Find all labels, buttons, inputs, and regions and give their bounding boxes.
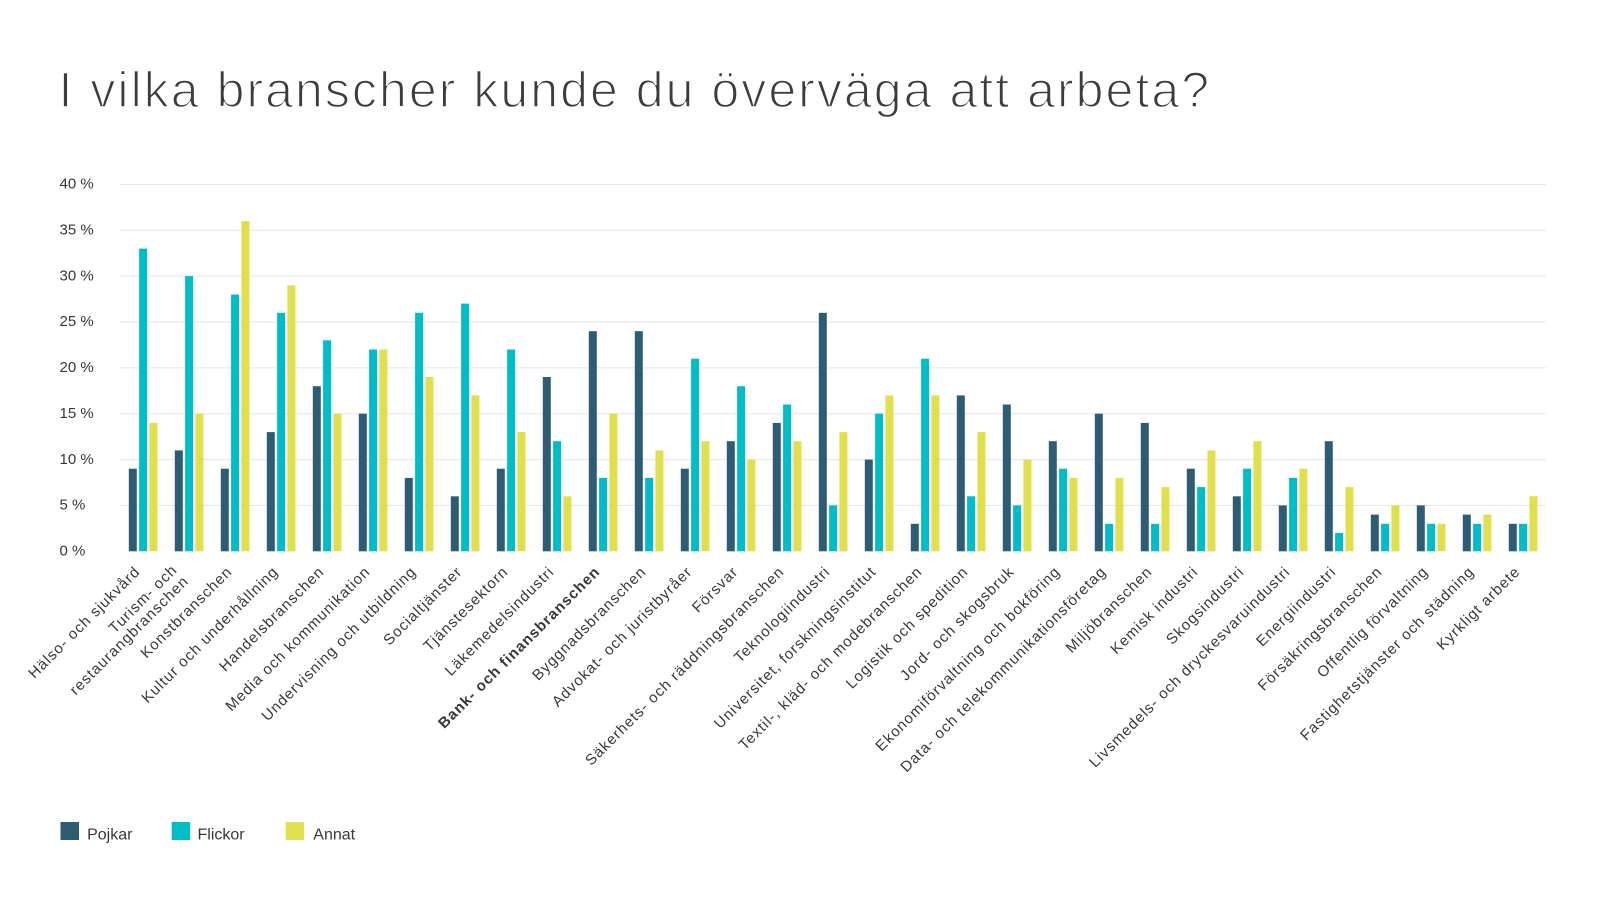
svg-text:40 %: 40 % [60, 176, 94, 193]
svg-text:35 %: 35 % [60, 222, 94, 239]
svg-text:5 %: 5 % [60, 497, 86, 514]
svg-text:I vilka branscher kunde du öve: I vilka branscher kunde du överväga att … [59, 62, 1212, 118]
svg-text:10 %: 10 % [60, 451, 94, 468]
svg-text:0 %: 0 % [60, 543, 86, 560]
svg-text:20 %: 20 % [60, 359, 94, 376]
svg-text:Flickor: Flickor [198, 826, 246, 843]
svg-text:Pojkar: Pojkar [87, 826, 133, 843]
svg-text:15 %: 15 % [60, 405, 94, 422]
svg-text:Annat: Annat [313, 826, 355, 843]
svg-text:25 %: 25 % [60, 313, 94, 330]
svg-text:30 %: 30 % [60, 267, 94, 284]
